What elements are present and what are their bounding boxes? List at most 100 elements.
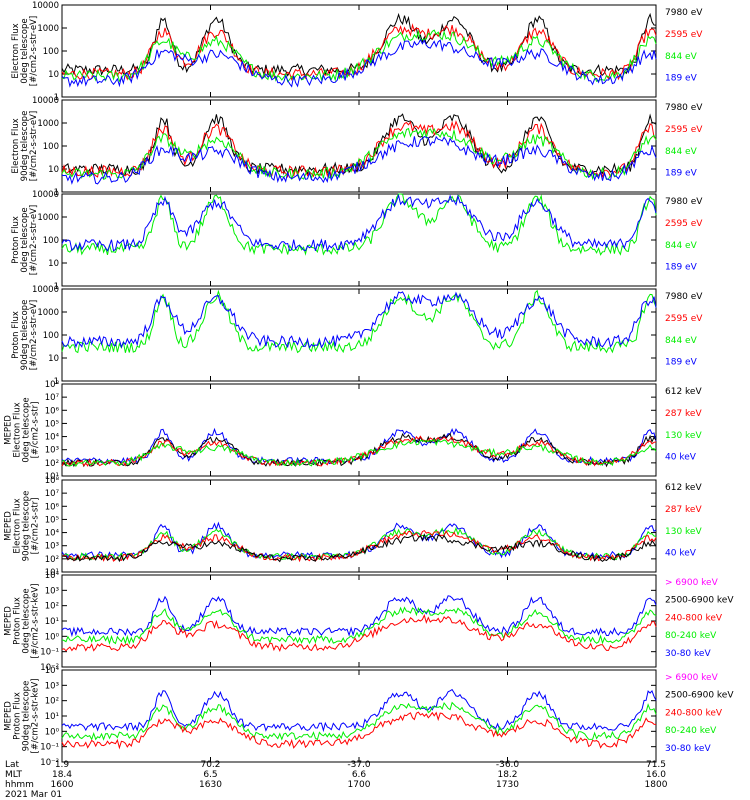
series-black [61,432,657,468]
y-axis-label-line: [#/cm2-s-str-eV] [29,300,39,370]
y-tick-label: 10⁵ [45,419,59,429]
series-blue [61,135,657,185]
legend-entry: 240-800 keV [665,613,723,623]
y-axis-label: MEPEDProton Flux90deg telescope[#/cm2-s-… [4,679,41,754]
series-green [61,701,657,741]
legend-entry: 80-240 keV [665,631,717,641]
panel-5: 10¹ 10² 10³ 10⁴ 10⁵ 10⁶ 10⁷ 10⁸ MEPEDElectron Fl… [4,380,703,482]
y-tick-label: 10000 [32,285,59,295]
y-tick-label: 10 [48,259,59,269]
y-axis-label: Electron Flux0deg telescope[#/cm2-s-str-… [11,16,39,86]
y-axis-label-line: [#/cm2-s-str-eV] [29,111,39,181]
series-green [61,526,657,561]
panel-7: 10⁻² 10⁻¹ 10⁰ 10¹ 10² 10³ 10⁴ MEPEDProton Flux0… [4,571,735,673]
y-axis-label-line: [#/cm2-s-str] [31,498,41,555]
y-tick-label: 10² [45,459,59,469]
footer-row-label: hhmm [5,780,34,790]
y-tick-label: 1 [54,188,59,198]
legend-entry: 7980 eV [665,103,703,113]
y-tick-label: 10² [45,555,59,565]
footer-hhmm: 1730 [496,780,519,790]
y-axis-label-line: [#/cm2-s-str-keV] [31,679,41,754]
footer-hhmm: 1800 [645,780,668,790]
y-tick-label: 10 [48,165,59,175]
y-tick-label: 10 [48,70,59,80]
y-axis-label-line: Proton Flux [11,216,21,264]
panel-frame [61,669,657,763]
series-green [61,438,657,468]
footer-lat: -37.0 [347,760,371,770]
legend-entry: > 6900 keV [665,578,719,588]
y-tick-label: 1000 [37,119,59,129]
y-axis-label: MEPEDElectron Flux0deg telescope[#/cm2-s… [4,397,41,462]
footer-row-label: 2021 Mar 01 [5,790,62,800]
y-axis-label-line: 90deg telescope [20,300,30,371]
legend-entry: > 6900 keV [665,673,719,683]
legend-entry: 287 keV [665,505,702,515]
y-tick-label: 1 [54,282,59,292]
y-tick-label: 100 [43,47,59,57]
series-blue [61,291,657,349]
y-tick-label: 10⁻¹ [40,648,59,658]
footer-hhmm: 1700 [348,780,371,790]
legend-entry: 2595 eV [665,219,703,229]
y-axis-label: MEPEDProton Flux0deg telescope[#/cm2-s-s… [4,584,41,659]
legend-entry: 844 eV [665,147,698,157]
legend-entry: 612 keV [665,483,702,493]
y-tick-label: 10¹ [45,712,59,722]
footer-mlt: 16.0 [646,770,666,780]
series-red [61,120,657,179]
y-axis-label: MEPEDElectron Flux90deg telescope[#/cm2-… [4,491,41,562]
y-tick-label: 100 [43,142,59,152]
footer-row-label: MLT [5,770,23,780]
legend-entry: 130 keV [665,527,702,537]
y-axis-label-line: Proton Flux [13,692,23,740]
legend-entry: 2500-6900 keV [665,596,734,606]
y-axis-label: Proton Flux90deg telescope[#/cm2-s-str-e… [11,300,39,371]
y-tick-label: 10⁴ [45,433,60,443]
y-axis-label-line: [#/cm2-s-str-eV] [29,16,39,86]
y-axis-label-line: 0deg telescope [22,397,32,462]
y-tick-label: 10⁶ [45,502,60,512]
footer-lat: 71.5 [646,760,666,770]
legend-entry: 189 eV [665,263,698,273]
legend-entry: 240-800 keV [665,708,723,718]
legend-entry: 130 keV [665,431,702,441]
y-axis-label-line: Electron Flux [13,402,23,457]
y-axis-label-line: Electron Flux [13,498,23,553]
y-tick-label: 10⁴ [45,529,60,539]
y-tick-label: 10⁷ [45,489,60,499]
y-tick-label: 10⁵ [45,515,59,525]
series-green [61,29,657,83]
footer-lat: -36.0 [496,760,520,770]
y-tick-label: 100 [43,331,59,341]
legend-entry: 80-240 keV [665,726,717,736]
y-axis-label-line: Proton Flux [11,311,21,359]
footer-mlt: 18.4 [52,770,72,780]
series-red [61,435,657,467]
panel-frame [61,383,657,477]
y-tick-label: 10⁻² [40,758,59,768]
legend-entry: 844 eV [665,241,698,251]
y-tick-label: 10³ [45,542,59,552]
y-axis-label-line: Electron Flux [11,118,21,173]
y-axis-label-line: 90deg telescope [22,681,32,752]
panel-2: 1 10 100 1000 10000 Electron Flux90deg telesc… [11,96,703,198]
legend-entry: 7980 eV [665,8,703,18]
series-red [61,23,657,81]
legend-entry: 189 eV [665,358,698,368]
y-tick-label: 10⁶ [45,406,60,416]
y-tick-label: 10⁸ [45,380,60,390]
panel-8: 10⁻² 10⁻¹ 10⁰ 10¹ 10² 10³ 10⁴ MEPEDProton Flux9… [4,666,735,768]
footer-row-label: Lat [5,760,20,770]
panel-frame [61,288,657,382]
legend-entry: 189 eV [665,74,698,84]
y-axis-label-line: 90deg telescope [20,111,30,182]
y-tick-label: 10000 [32,96,59,106]
legend-entry: 40 keV [665,549,697,559]
y-axis-label-line: [#/cm2-s-str-eV] [29,205,39,275]
y-axis-label-line: MEPED [4,511,14,541]
legend-entry: 189 eV [665,169,698,179]
